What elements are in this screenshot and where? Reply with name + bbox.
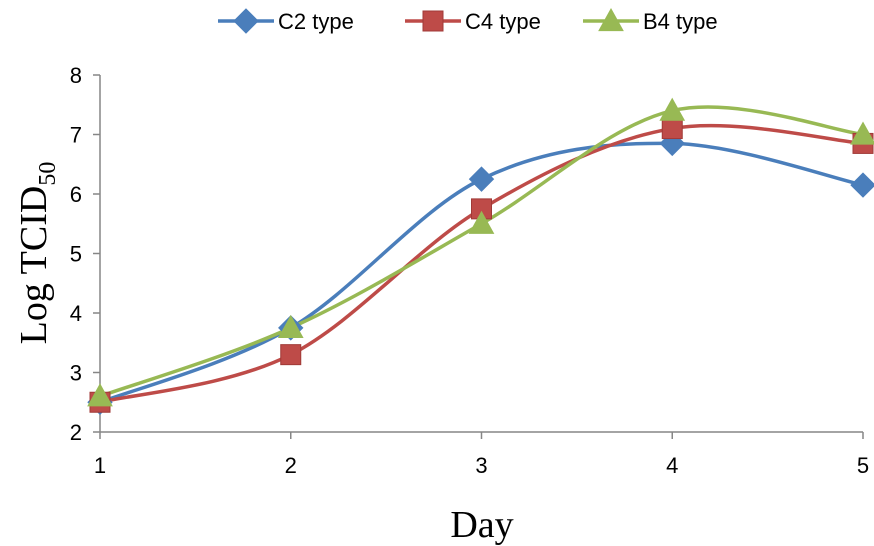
x-tick-label: 3 xyxy=(475,453,487,478)
y-tick-label: 6 xyxy=(70,182,82,207)
legend-label: C4 type xyxy=(465,9,541,34)
data-point-b4-type xyxy=(277,314,304,338)
y-tick-label: 3 xyxy=(70,361,82,386)
y-tick-label: 8 xyxy=(70,63,82,88)
x-tick-label: 4 xyxy=(666,453,678,478)
x-ticks: 1 2 3 4 5 xyxy=(94,432,869,478)
data-point-b4-type xyxy=(659,97,686,121)
legend: C2 type C4 type B4 type xyxy=(218,7,718,34)
legend-label: B4 type xyxy=(643,9,718,34)
x-axis-label: Day xyxy=(450,504,513,546)
series-line-b4-type xyxy=(99,105,864,398)
series-markers xyxy=(87,97,874,415)
x-tick-label: 2 xyxy=(285,453,297,478)
y-tick-label: 4 xyxy=(70,301,82,326)
legend-label: C2 type xyxy=(278,9,354,34)
x-tick-label: 1 xyxy=(94,453,106,478)
legend-item-c2-type: C2 type xyxy=(218,8,354,34)
data-point-c4-type xyxy=(661,118,683,140)
y-axis-label: Log TCID50 xyxy=(13,162,61,345)
legend-item-b4-type: B4 type xyxy=(583,7,718,34)
x-tick-label: 5 xyxy=(857,453,869,478)
data-point-c4-type xyxy=(280,344,302,366)
y-axis-label-subscript: 50 xyxy=(35,162,61,186)
legend-marker xyxy=(598,7,624,32)
legend-marker xyxy=(233,8,259,34)
y-tick-label: 7 xyxy=(70,123,82,148)
data-point-c2-type xyxy=(468,166,495,192)
y-ticks: 2 3 4 5 6 7 8 xyxy=(70,63,100,445)
legend-item-c4-type: C4 type xyxy=(405,9,541,34)
series-lines xyxy=(99,105,864,404)
data-point-b4-type xyxy=(468,210,495,234)
y-tick-label: 2 xyxy=(70,420,82,445)
data-point-b4-type xyxy=(87,383,113,407)
data-point-c2-type xyxy=(850,172,874,198)
y-axis-label-main: Log TCID xyxy=(13,186,55,345)
y-tick-label: 5 xyxy=(70,242,82,267)
data-point-b4-type xyxy=(850,121,874,145)
legend-marker xyxy=(422,10,444,32)
